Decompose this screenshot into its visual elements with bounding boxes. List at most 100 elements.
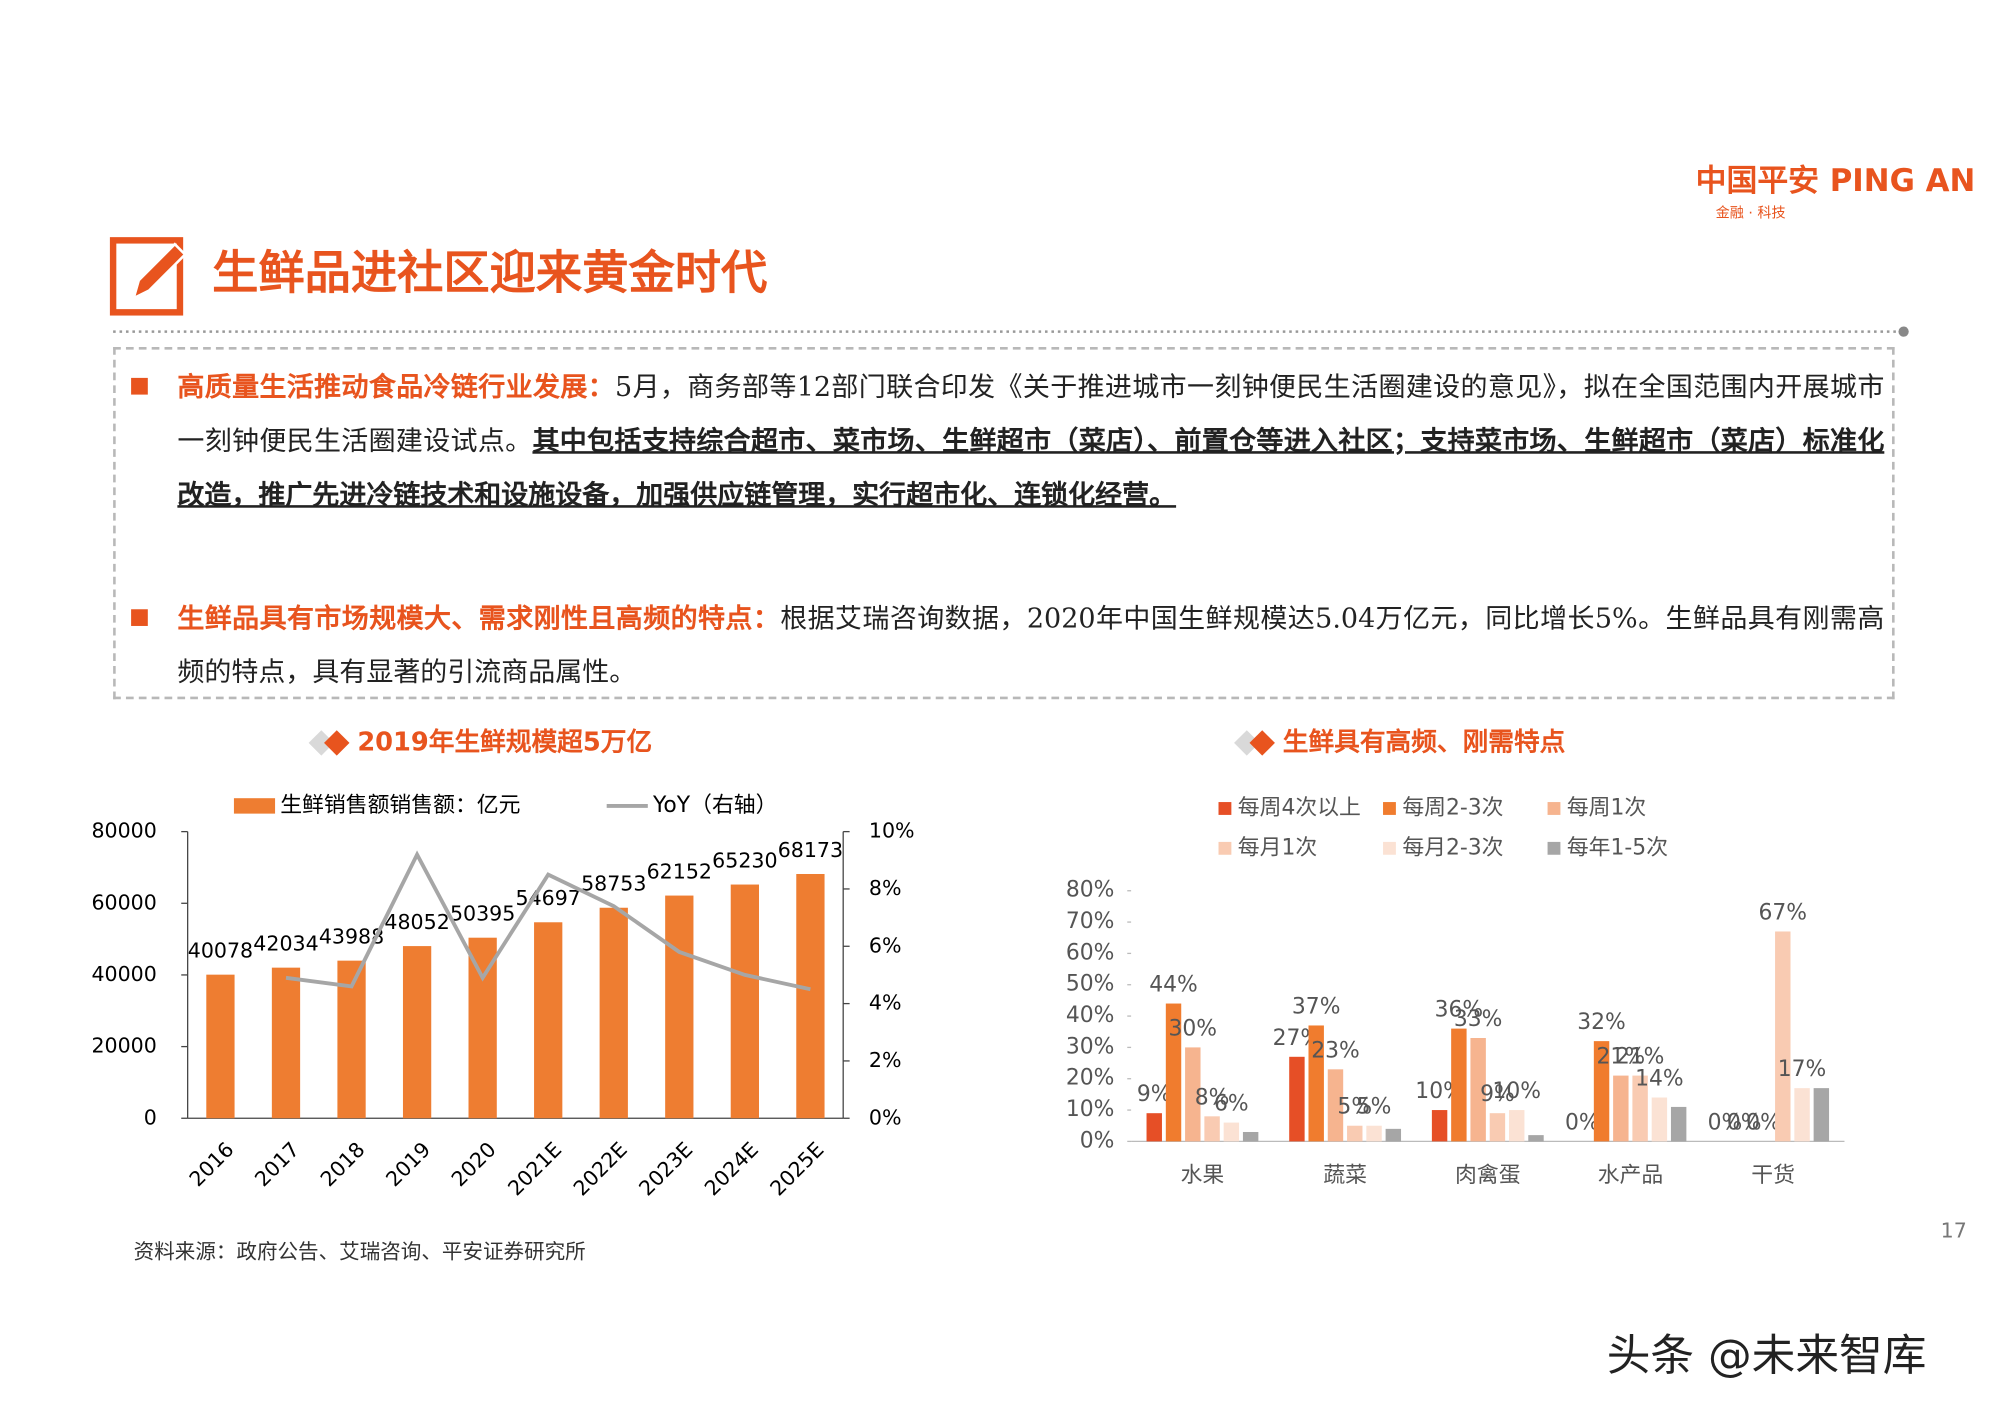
bar bbox=[1813, 1088, 1830, 1142]
y2-tick-label: 0% bbox=[869, 1105, 902, 1129]
data-label: 42034 bbox=[253, 932, 318, 956]
x-tick-label: 2016 bbox=[185, 1137, 239, 1191]
title-diamond bbox=[324, 730, 350, 756]
data-label: 17% bbox=[1778, 1057, 1827, 1082]
y-tick-label: 20000 bbox=[91, 1034, 156, 1058]
bar bbox=[534, 922, 563, 1119]
y-tick-label: 50% bbox=[1066, 972, 1115, 997]
legend-swatch bbox=[1383, 841, 1396, 855]
bar bbox=[1489, 1113, 1506, 1142]
data-label: 14% bbox=[1635, 1067, 1684, 1092]
legend-label: 每月2-3次 bbox=[1402, 835, 1503, 860]
y2-tick-label: 4% bbox=[869, 991, 902, 1015]
bullet: 生鲜品具有市场规模大、需求刚性且高频的特点：根据艾瑞咨询数据，2020年中国生鲜… bbox=[131, 591, 1884, 699]
data-label: 6% bbox=[1214, 1092, 1249, 1117]
data-label: 40078 bbox=[188, 939, 253, 963]
data-label: 0% bbox=[1708, 1110, 1743, 1135]
chart-right: 生鲜具有高频、刚需特点 0% 10% 20% 30% 40% 50% 60% 70% 80% 水果 蔬… bbox=[1066, 726, 1845, 1188]
y-tick-label: 60000 bbox=[91, 890, 156, 914]
data-label: 67% bbox=[1758, 900, 1807, 925]
legend-label: 每周1次 bbox=[1567, 795, 1646, 820]
y2-tick-label: 2% bbox=[869, 1048, 902, 1072]
bar bbox=[1165, 1003, 1182, 1142]
title-diamond bbox=[1234, 730, 1260, 756]
data-label: 0% bbox=[1565, 1110, 1600, 1135]
bar bbox=[1327, 1069, 1344, 1142]
y-tick-label: 40% bbox=[1066, 1003, 1115, 1028]
legend-swatch bbox=[1547, 841, 1561, 855]
x-tick-label: 干货 bbox=[1751, 1163, 1795, 1188]
bar bbox=[1528, 1135, 1544, 1142]
bullet-emphasis: 其中包括支持综合超市、菜市场、生鲜超市（菜店）、前置仓等进入社区；支持菜市场、生… bbox=[177, 424, 1885, 511]
legend-label: YoY（右轴） bbox=[652, 793, 778, 818]
data-label: 62152 bbox=[647, 859, 712, 883]
y-tick-label: 80000 bbox=[91, 819, 156, 843]
logo-sub: 金融 · 科技 bbox=[1716, 205, 1786, 221]
chart-left: 2019年生鲜规模超5万亿 0 20000 40000 60000 80000 0% 2% 4%… bbox=[91, 726, 914, 1200]
bar bbox=[730, 884, 759, 1119]
y-tick-label: 30% bbox=[1066, 1034, 1115, 1059]
y2-tick-label: 8% bbox=[869, 876, 902, 900]
legend-swatch bbox=[233, 798, 276, 814]
bar bbox=[665, 895, 694, 1119]
data-label: 32% bbox=[1577, 1010, 1626, 1035]
bar bbox=[1223, 1122, 1240, 1142]
x-tick-label: 肉禽蛋 bbox=[1455, 1163, 1521, 1188]
page-title: 生鲜品进社区迎来黄金时代 bbox=[212, 245, 767, 299]
data-label: 21% bbox=[1597, 1045, 1646, 1070]
x-tick-label: 水果 bbox=[1181, 1163, 1225, 1188]
legend-label: 每周2-3次 bbox=[1402, 795, 1503, 820]
data-label: 0% bbox=[1746, 1110, 1781, 1135]
bar bbox=[1775, 931, 1791, 1142]
data-label: 5% bbox=[1357, 1095, 1392, 1120]
x-tick-label: 2019 bbox=[381, 1137, 435, 1191]
y-tick-label: 70% bbox=[1066, 909, 1115, 934]
x-tick-label: 2022E bbox=[569, 1137, 632, 1200]
x-tick-label: 2018 bbox=[316, 1137, 370, 1191]
y2-tick-label: 10% bbox=[869, 819, 915, 843]
x-tick-label: 蔬菜 bbox=[1323, 1163, 1367, 1188]
divider-dot bbox=[1898, 326, 1909, 337]
data-label: 5% bbox=[1337, 1095, 1372, 1120]
bar bbox=[1632, 1075, 1648, 1142]
bar bbox=[1670, 1106, 1687, 1142]
y2-tick-label: 6% bbox=[869, 933, 902, 957]
data-label: 65230 bbox=[712, 848, 777, 872]
x-tick-label: 2024E bbox=[700, 1137, 763, 1200]
data-label: 30% bbox=[1169, 1016, 1218, 1041]
bullet-marker bbox=[131, 377, 148, 395]
y-tick-label: 20% bbox=[1066, 1066, 1115, 1091]
bar bbox=[468, 937, 497, 1119]
bar bbox=[1794, 1088, 1810, 1142]
bar bbox=[1242, 1131, 1259, 1142]
legend-swatch bbox=[1218, 802, 1232, 815]
data-label: 54697 bbox=[516, 886, 581, 910]
data-label: 68173 bbox=[778, 838, 843, 862]
y-tick-label: 0 bbox=[144, 1105, 157, 1129]
chart-title: 生鲜具有高频、刚需特点 bbox=[1283, 726, 1566, 757]
bar bbox=[1204, 1116, 1220, 1142]
bar bbox=[206, 974, 235, 1119]
data-label: 8% bbox=[1195, 1085, 1230, 1110]
bullet-text: 5月，商务部等12部门联合印发《关于推进城市一刻钟便民生活圈建设的意见》，拟在全… bbox=[177, 371, 1885, 457]
data-label: 48052 bbox=[384, 910, 449, 934]
bar bbox=[271, 967, 301, 1119]
bar bbox=[1593, 1041, 1610, 1142]
bar bbox=[599, 907, 628, 1119]
bullet-label: 高质量生活推动食品冷链行业发展： bbox=[177, 370, 616, 403]
bar bbox=[1185, 1047, 1201, 1142]
data-label: 10% bbox=[1492, 1079, 1541, 1104]
x-tick-label: 2017 bbox=[250, 1137, 304, 1191]
x-tick-label: 2023E bbox=[634, 1137, 697, 1200]
bar bbox=[1366, 1125, 1382, 1142]
bullet: 高质量生活推动食品冷链行业发展：5月，商务部等12部门联合印发《关于推进城市一刻… bbox=[131, 360, 1885, 522]
data-label: 43988 bbox=[319, 925, 384, 949]
legend-label: 每周4次以上 bbox=[1238, 795, 1361, 820]
bar bbox=[796, 873, 825, 1119]
data-label: 21% bbox=[1616, 1045, 1665, 1070]
title-diamond bbox=[1249, 730, 1275, 756]
legend-label: 每月1次 bbox=[1238, 835, 1317, 860]
data-label: 36% bbox=[1435, 998, 1484, 1023]
